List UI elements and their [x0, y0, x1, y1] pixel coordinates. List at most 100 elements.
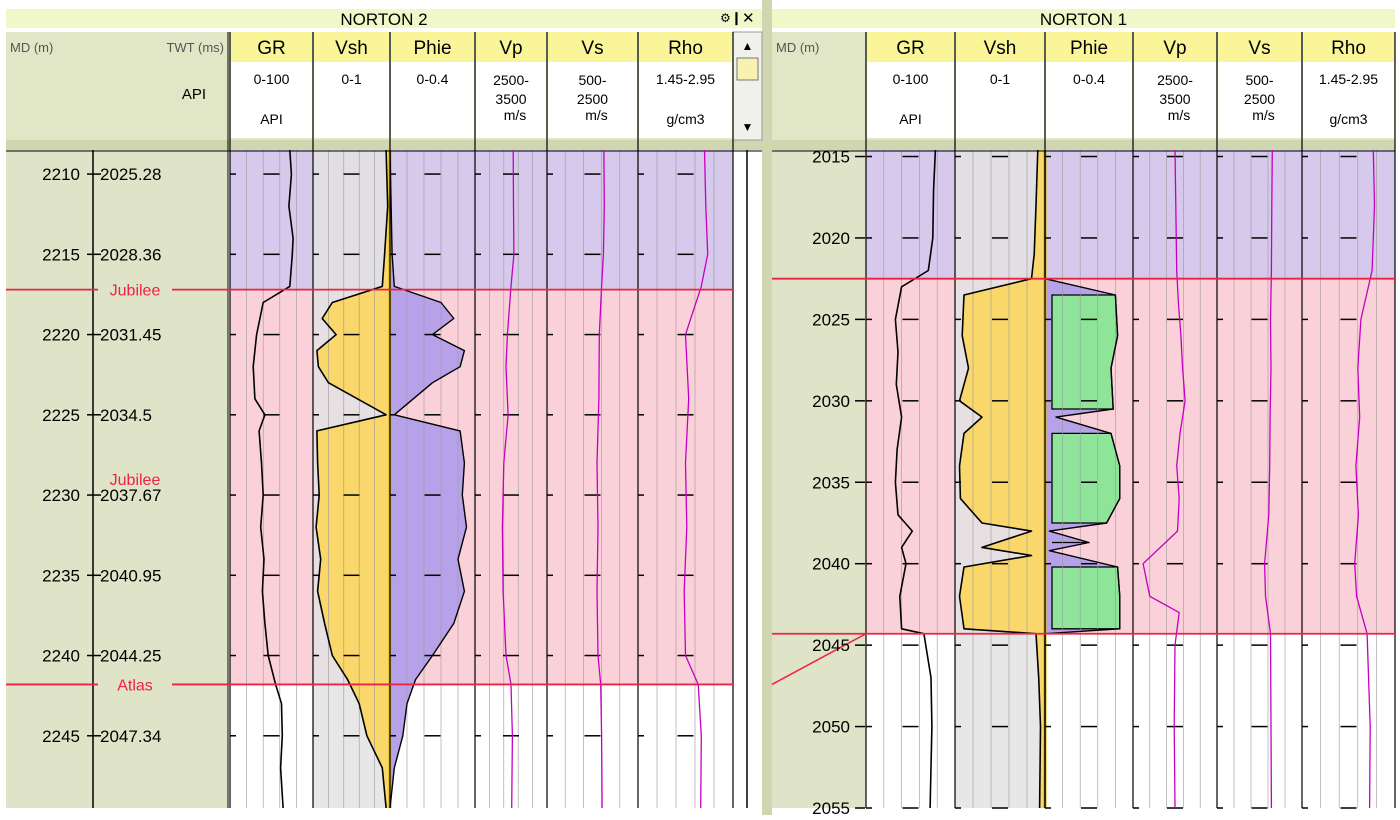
curve-vp	[1142, 149, 1186, 809]
scrollbar-thumb[interactable]	[736, 57, 759, 81]
track-name: Vsh	[335, 38, 368, 59]
track-scale-min: 500-	[578, 72, 606, 88]
md-tick-label: 2235	[42, 566, 80, 585]
twt-tick-label: 2040.95	[100, 566, 161, 585]
scroll-down-icon[interactable]: ▼	[742, 120, 754, 134]
panel-title: NORTON 1	[1040, 10, 1127, 29]
formation-marker-label: Jubilee	[110, 283, 161, 300]
track-header-gr[interactable]	[867, 32, 954, 62]
track-scale: 0-1	[341, 71, 361, 87]
track-name: Vs	[1248, 38, 1270, 59]
panel-separator[interactable]	[762, 0, 772, 815]
track-scale-box	[314, 62, 389, 138]
track-unit: m/s	[504, 107, 527, 123]
zone-middle	[230, 289, 733, 685]
track-unit: m/s	[585, 107, 608, 123]
md-tick-label: 2215	[42, 245, 80, 264]
md-tick-label: 2030	[812, 392, 850, 411]
track-header-vs[interactable]	[548, 32, 637, 62]
md-tick-label: 2050	[812, 718, 850, 737]
track-scale-box	[1134, 62, 1216, 138]
md-tick-label: 2220	[42, 326, 80, 345]
track-scale-max: 2500	[577, 91, 608, 107]
track-scale: 1.45-2.95	[1319, 71, 1378, 87]
curve-vsh	[958, 149, 1042, 809]
zone-lower	[866, 633, 1395, 808]
track-name: Vp	[499, 38, 522, 59]
track-name: Vp	[1163, 38, 1186, 59]
panel-title-bar	[6, 9, 762, 28]
md-tick-label: 2020	[812, 229, 850, 248]
track-header-vsh[interactable]	[956, 32, 1044, 62]
twt-tick-label: 2047.34	[100, 727, 161, 746]
correlation-line	[771, 633, 867, 686]
shale-fill	[313, 150, 388, 808]
track-header-rho[interactable]	[1303, 32, 1394, 62]
track-unit: API	[899, 111, 922, 127]
sand-fill	[959, 150, 1045, 808]
track-scale-box	[476, 62, 546, 138]
twt-unit-label: API	[182, 86, 206, 103]
track-header-gr[interactable]	[231, 32, 312, 62]
track-name: Phie	[1070, 38, 1108, 59]
depth-axis-panel	[6, 150, 228, 808]
track-name: GR	[896, 38, 925, 59]
track-scale-box	[956, 62, 1044, 138]
sand-fill	[316, 150, 390, 808]
track-scale-box	[548, 62, 637, 138]
md-tick-label: 2210	[42, 165, 80, 184]
depth-axis-panel	[772, 150, 866, 808]
track-header-vsh[interactable]	[314, 32, 389, 62]
md-tick-label: 2055	[812, 799, 850, 815]
track-header-rho[interactable]	[639, 32, 732, 62]
track-name: Rho	[1331, 38, 1366, 59]
track-name: Vs	[581, 38, 603, 59]
formation-marker-label: Atlas	[117, 677, 153, 694]
text-layer: NORTON 2 ⚙ ❙ ✕ MD (m) TWT (ms) API GR 0-100 API Vs…	[10, 10, 1378, 818]
track-name: Phie	[413, 38, 451, 59]
md-tick-label: 2035	[812, 473, 850, 492]
shale-fill	[955, 150, 1041, 808]
track-name: GR	[257, 38, 286, 59]
porosity-fill	[390, 150, 467, 808]
track-scale-max: 3500	[495, 91, 526, 107]
track-scale-max: 2500	[1244, 91, 1275, 107]
pin-icon[interactable]: ❙	[731, 10, 742, 26]
track-header-phie[interactable]	[391, 32, 474, 62]
track-header-vp[interactable]	[476, 32, 546, 62]
twt-tick-label: 2028.36	[100, 245, 161, 264]
twt-tick-label: 2034.5	[100, 406, 152, 425]
track-header-vs[interactable]	[1218, 32, 1301, 62]
twt-tick-label: 2037.67	[100, 486, 161, 505]
settings-icon[interactable]: ⚙	[720, 11, 731, 25]
twt-tick-label: 2031.45	[100, 326, 161, 345]
md-tick-label: 2230	[42, 486, 80, 505]
md-tick-label: 2245	[42, 727, 80, 746]
close-icon[interactable]: ✕	[742, 10, 755, 27]
marker-label-bg	[98, 676, 172, 693]
zone-middle	[866, 278, 1395, 634]
track-scale-box	[1046, 62, 1132, 138]
scroll-up-icon[interactable]: ▲	[742, 39, 754, 53]
zone-upper	[866, 150, 1395, 279]
md-axis-label: MD (m)	[776, 40, 819, 55]
curve-gr	[894, 149, 937, 809]
track-scale-box	[231, 62, 312, 138]
track-unit: m/s	[1168, 107, 1191, 123]
curve-phie	[389, 149, 468, 809]
hydrocarbon-fill	[1051, 294, 1119, 410]
curve-vp	[501, 149, 515, 809]
hydrocarbon-fill	[1051, 432, 1121, 524]
twt-tick-label: 2025.28	[100, 165, 161, 184]
track-header-vp[interactable]	[1134, 32, 1216, 62]
panel-title-bar	[772, 9, 1395, 28]
track-scale-box	[867, 62, 954, 138]
track-scale: 0-1	[990, 71, 1010, 87]
track-scale: 0-100	[254, 71, 290, 87]
track-header-phie[interactable]	[1046, 32, 1132, 62]
track-scale: 0-0.4	[1073, 71, 1105, 87]
track-scale-box	[1218, 62, 1301, 138]
